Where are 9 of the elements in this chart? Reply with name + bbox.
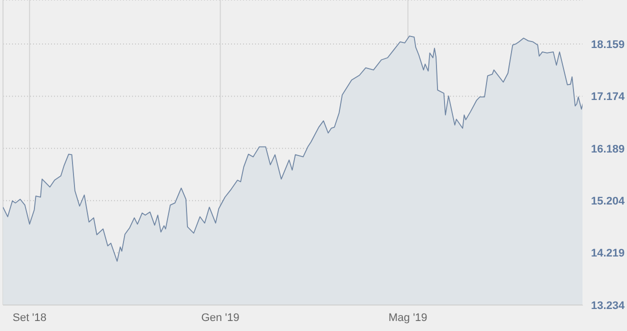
x-tick-label: Set '18 xyxy=(12,312,47,324)
y-tick-label: 16.189 xyxy=(591,143,625,156)
x-tick-label: Mag '19 xyxy=(388,312,428,324)
y-tick-label: 17.174 xyxy=(591,91,626,104)
y-tick-label: 15.204 xyxy=(591,196,626,208)
y-tick-label: 13.234 xyxy=(591,300,626,312)
y-tick-label: 14.219 xyxy=(591,248,625,260)
x-tick-label: Gen '19 xyxy=(201,312,240,324)
y-tick-label: 18.159 xyxy=(591,38,625,51)
